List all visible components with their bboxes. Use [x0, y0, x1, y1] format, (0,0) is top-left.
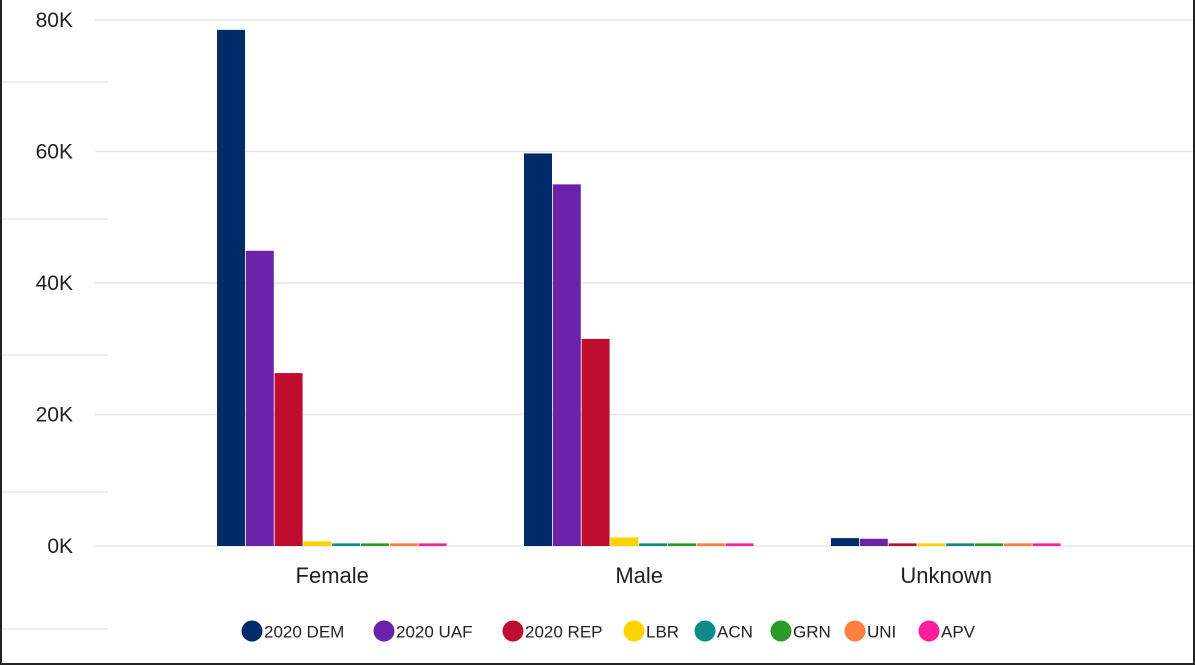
bar[interactable] [332, 543, 361, 546]
legend-swatch [770, 620, 792, 642]
legend-label: UNI [867, 623, 896, 642]
bar[interactable] [696, 543, 725, 546]
legend-swatch [694, 620, 716, 642]
legend-label: LBR [646, 623, 679, 642]
bar[interactable] [888, 543, 917, 546]
legend-swatch [373, 620, 395, 642]
legend-swatch [844, 620, 866, 642]
legend-swatch [623, 620, 645, 642]
bar[interactable] [217, 29, 245, 547]
bar[interactable] [859, 538, 888, 546]
y-tick-label: 0K [47, 535, 73, 558]
legend-label: GRN [793, 623, 831, 642]
legend-swatch [241, 620, 263, 642]
bar[interactable] [1003, 543, 1032, 546]
legend-label: 2020 REP [525, 623, 603, 642]
x-tick-label: Unknown [900, 563, 992, 588]
x-tick-label: Female [296, 563, 369, 588]
y-tick-label: 20K [36, 404, 73, 427]
legend: 2020 DEM 2020 UAF 2020 REP LBR ACN GRN UNI APV [241, 620, 976, 642]
bar[interactable] [639, 543, 668, 546]
bar[interactable] [389, 543, 418, 546]
bar[interactable] [552, 184, 581, 546]
y-tick-label: 60K [36, 141, 73, 164]
x-axis-labels: Female Male Unknown [296, 563, 993, 588]
legend-item[interactable]: UNI [844, 620, 897, 642]
legend-item[interactable]: 2020 REP [502, 620, 603, 642]
bar[interactable] [975, 543, 1003, 546]
legend-label: 2020 UAF [396, 623, 473, 642]
bar[interactable] [917, 543, 946, 546]
legend-label: APV [941, 623, 976, 642]
bar[interactable] [610, 537, 639, 546]
legend-item[interactable]: 2020 DEM [241, 620, 345, 642]
bar[interactable] [361, 543, 389, 546]
legend-item[interactable]: APV [918, 620, 976, 642]
y-axis-ticks: 0K 20K 40K 60K 80K [36, 9, 73, 558]
bar[interactable] [274, 373, 303, 546]
legend-swatch [918, 620, 940, 642]
y-tick-label: 80K [36, 9, 73, 32]
bar[interactable] [725, 543, 754, 546]
legend-item[interactable]: GRN [770, 620, 831, 642]
bar[interactable] [303, 541, 332, 546]
legend-label: 2020 DEM [264, 623, 344, 642]
legend-item[interactable]: ACN [694, 620, 753, 642]
bar[interactable] [418, 543, 447, 546]
legend-label: ACN [717, 623, 753, 642]
bar[interactable] [831, 538, 859, 546]
legend-swatch [502, 620, 524, 642]
bar[interactable] [668, 543, 696, 546]
bars [217, 29, 1061, 547]
bar[interactable] [524, 153, 552, 546]
bar[interactable] [946, 543, 975, 546]
x-tick-label: Male [615, 563, 663, 588]
y-tick-label: 40K [36, 272, 73, 295]
left-margin-lines [0, 81, 108, 630]
bar[interactable] [581, 338, 610, 546]
bar[interactable] [245, 250, 274, 546]
bar[interactable] [1032, 543, 1061, 546]
legend-item[interactable]: 2020 UAF [373, 620, 473, 642]
legend-item[interactable]: LBR [623, 620, 680, 642]
